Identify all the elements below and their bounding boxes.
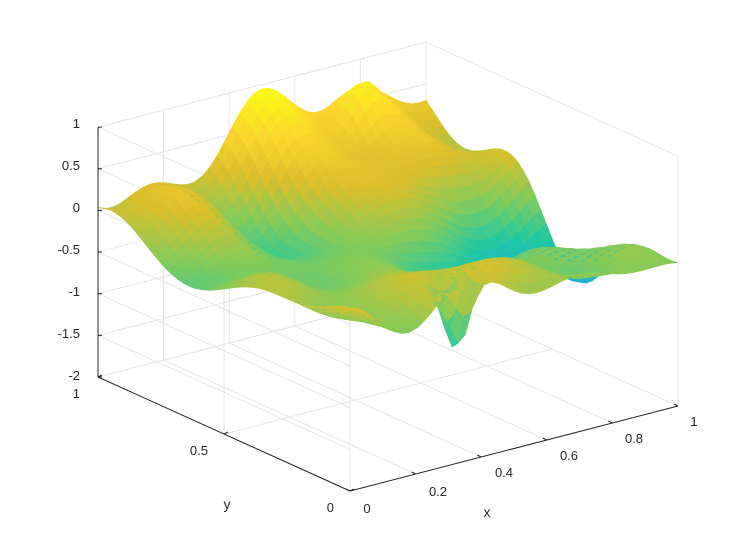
z-tick-label: 0.5 bbox=[62, 158, 80, 173]
box-edge bbox=[97, 41, 427, 128]
y-tick-mark bbox=[223, 431, 229, 435]
x-tick-mark bbox=[673, 403, 679, 407]
y-axis-label: y bbox=[224, 496, 231, 512]
z-tick-label: 1 bbox=[73, 116, 80, 131]
x-tick-label: 0.4 bbox=[495, 465, 513, 480]
x-tick-mark bbox=[542, 437, 548, 441]
x-tick-label: 1 bbox=[690, 414, 697, 429]
z-tick-label: -0.5 bbox=[58, 242, 80, 257]
x-tick-mark bbox=[345, 488, 351, 492]
grid-line bbox=[97, 293, 351, 409]
grid-line bbox=[97, 334, 351, 450]
z-tick-label: -1 bbox=[68, 284, 80, 299]
grid-line bbox=[223, 348, 553, 435]
tick-labels: 1 0.5 0 -0.5 -1 -1.5 -2 1 0.5 0 0 0.2 0.… bbox=[58, 116, 698, 520]
box-edge bbox=[425, 41, 679, 157]
x-axis-label: x bbox=[484, 504, 491, 520]
x-tick-mark bbox=[476, 454, 482, 458]
grid-line bbox=[97, 251, 351, 367]
x-tick-label: 0.2 bbox=[429, 484, 447, 499]
x-tick-label: 0.8 bbox=[625, 431, 643, 446]
y-tick-label: 0.5 bbox=[190, 443, 208, 458]
x-axis-line bbox=[349, 405, 679, 492]
x-tick-label: 0 bbox=[363, 501, 370, 516]
x-tick-mark bbox=[411, 471, 416, 475]
surface-mesh bbox=[97, 81, 679, 348]
x-tick-label: 0.6 bbox=[560, 448, 578, 463]
y-tick-label: 0 bbox=[327, 500, 334, 515]
y-tick-label: 1 bbox=[73, 386, 80, 401]
z-tick-label: -2 bbox=[68, 368, 80, 383]
z-tick-label: 0 bbox=[73, 200, 80, 215]
z-tick-label: -1.5 bbox=[58, 326, 80, 341]
x-tick-mark bbox=[608, 420, 613, 424]
y-tick-mark bbox=[349, 488, 355, 492]
surface-cell bbox=[664, 260, 679, 264]
axes-frame bbox=[97, 126, 679, 492]
